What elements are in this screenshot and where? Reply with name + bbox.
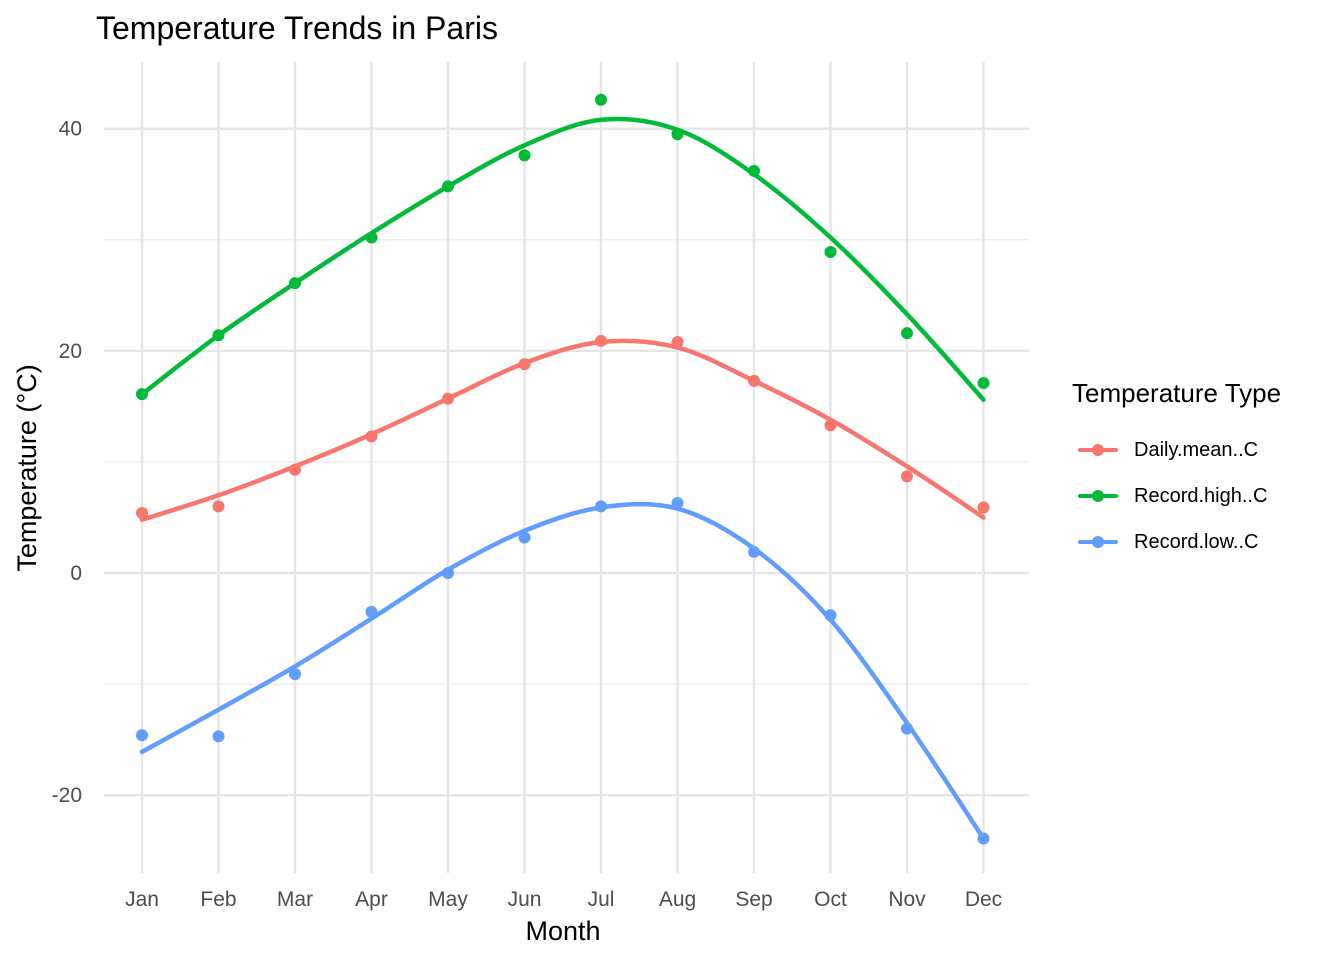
x-tick-label: Sep	[735, 888, 772, 911]
data-point	[977, 832, 990, 845]
data-point	[671, 497, 684, 510]
y-tick-label: 20	[59, 340, 82, 363]
data-point	[901, 327, 913, 340]
data-point	[748, 545, 760, 558]
x-tick-label: Dec	[965, 888, 1002, 911]
legend-label: Record.low..C	[1134, 530, 1259, 553]
data-point	[748, 374, 760, 387]
y-tick-label: 40	[59, 118, 82, 141]
data-point	[671, 335, 684, 348]
legend: Temperature Type Daily.mean..C Record.hi…	[1072, 378, 1281, 565]
legend-label: Record.high..C	[1134, 484, 1268, 507]
x-tick-label: Aug	[659, 888, 696, 911]
tick-layer: -20 0 20 40 Jan Feb Mar Apr May Jun Jul Aug Sep Oct No…	[52, 118, 1003, 911]
y-tick-label: 0	[70, 562, 82, 585]
data-point	[824, 609, 837, 622]
data-point	[442, 392, 454, 405]
data-point	[901, 722, 913, 735]
data-point	[442, 180, 454, 193]
legend-item-record-low: Record.low..C	[1072, 519, 1281, 565]
grid-layer	[104, 62, 1029, 873]
data-point	[595, 334, 607, 347]
data-point	[977, 377, 990, 390]
y-tick-label: -20	[52, 784, 82, 807]
data-point	[289, 277, 301, 290]
data-point	[365, 430, 378, 443]
x-tick-label: Mar	[277, 888, 313, 911]
data-point	[442, 567, 454, 580]
data-point	[136, 729, 148, 742]
data-point	[289, 463, 301, 476]
data-point	[212, 500, 225, 513]
data-point	[901, 470, 913, 483]
trend-line-record-high	[139, 116, 986, 402]
x-tick-label: Jun	[508, 888, 542, 911]
legend-key-daily-mean	[1076, 440, 1120, 460]
data-point	[595, 500, 607, 513]
y-axis-title: Temperature (°C)	[12, 364, 42, 571]
trend-line-record-low	[139, 501, 986, 841]
data-point	[365, 231, 378, 244]
x-tick-label: Feb	[200, 888, 236, 911]
x-tick-label: Jan	[125, 888, 159, 911]
series-daily-mean	[136, 334, 990, 522]
legend-title: Temperature Type	[1072, 378, 1282, 408]
x-tick-label: Oct	[814, 888, 847, 911]
data-point	[518, 358, 531, 371]
data-point	[518, 531, 531, 544]
data-point	[136, 388, 148, 401]
legend-item-daily-mean: Daily.mean..C	[1072, 427, 1281, 473]
data-point	[289, 668, 301, 681]
data-point	[671, 128, 684, 141]
x-tick-label: Jul	[588, 888, 615, 911]
trend-line-daily-mean	[139, 338, 986, 522]
data-point	[595, 93, 607, 106]
legend-key-record-low	[1076, 532, 1120, 552]
data-point	[748, 164, 760, 177]
data-point	[824, 245, 837, 258]
chart-title: Temperature Trends in Paris	[96, 10, 498, 46]
data-point	[212, 730, 225, 743]
x-tick-label: May	[428, 888, 468, 911]
data-point	[212, 329, 225, 342]
series-record-high	[136, 93, 990, 402]
x-tick-label: Apr	[355, 888, 388, 911]
data-point	[136, 507, 148, 520]
legend-item-record-high: Record.high..C	[1072, 473, 1281, 519]
x-tick-label: Nov	[888, 888, 926, 911]
data-point	[518, 149, 531, 162]
data-point	[365, 605, 378, 618]
data-point	[824, 419, 837, 432]
series-record-low	[136, 497, 990, 845]
legend-label: Daily.mean..C	[1134, 438, 1259, 461]
data-point	[977, 501, 990, 514]
x-axis-title: Month	[525, 916, 600, 946]
series-layer	[136, 93, 990, 845]
legend-key-record-high	[1076, 486, 1120, 506]
